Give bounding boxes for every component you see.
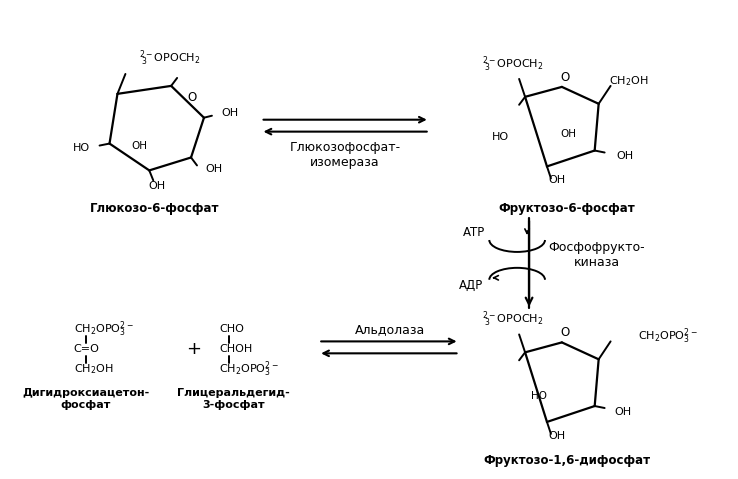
Text: Глицеральдегид-
3-фосфат: Глицеральдегид- 3-фосфат xyxy=(177,388,290,410)
Text: CHO: CHO xyxy=(219,324,244,334)
Text: OH: OH xyxy=(222,108,239,118)
Text: O: O xyxy=(560,326,570,340)
Text: Фруктозо-1,6-дифосфат: Фруктозо-1,6-дифосфат xyxy=(483,454,650,467)
Text: Глюкозофосфат-
изомераза: Глюкозофосфат- изомераза xyxy=(289,141,401,170)
Text: OH: OH xyxy=(148,182,166,191)
Text: CH$_2$OPO$_3^{2-}$: CH$_2$OPO$_3^{2-}$ xyxy=(638,327,698,346)
Text: +: + xyxy=(187,341,201,358)
Text: CH$_2$OH: CH$_2$OH xyxy=(74,362,114,376)
Text: OH: OH xyxy=(561,129,577,138)
Text: OH: OH xyxy=(548,175,565,185)
Text: OH: OH xyxy=(615,407,632,417)
Text: Дигидроксиацетон-
фосфат: Дигидроксиацетон- фосфат xyxy=(22,388,149,410)
Text: HO: HO xyxy=(531,391,547,401)
Text: CH$_2$OPO$_3^{2-}$: CH$_2$OPO$_3^{2-}$ xyxy=(219,359,279,379)
Text: $^{2-}_{\ 3}$OPOCH$_2$: $^{2-}_{\ 3}$OPOCH$_2$ xyxy=(483,54,544,74)
Text: CHOH: CHOH xyxy=(219,344,252,354)
Text: CH$_2$OH: CH$_2$OH xyxy=(609,74,648,88)
Text: Альдолаза: Альдолаза xyxy=(355,323,425,336)
Text: $^{2-}_{\ 3}$OPOCH$_2$: $^{2-}_{\ 3}$OPOCH$_2$ xyxy=(139,48,201,68)
Text: АДР: АДР xyxy=(459,279,483,292)
Text: O: O xyxy=(187,91,196,104)
Text: C=O: C=O xyxy=(74,344,100,354)
Text: OH: OH xyxy=(205,164,222,174)
Text: Фосфофрукто-
киназа: Фосфофрукто- киназа xyxy=(548,241,645,269)
Text: O: O xyxy=(560,71,570,84)
Text: OH: OH xyxy=(548,431,565,441)
Text: АТР: АТР xyxy=(463,226,486,239)
Text: HO: HO xyxy=(492,132,509,142)
Text: $^{2-}_{\ 3}$OPOCH$_2$: $^{2-}_{\ 3}$OPOCH$_2$ xyxy=(483,310,544,330)
Text: Фруктозо-6-фосфат: Фруктозо-6-фосфат xyxy=(498,202,635,215)
Text: Глюкозо-6-фосфат: Глюкозо-6-фосфат xyxy=(89,202,219,215)
Text: CH$_2$OPO$_3^{2-}$: CH$_2$OPO$_3^{2-}$ xyxy=(74,319,134,339)
Text: OH: OH xyxy=(131,140,148,150)
Text: HO: HO xyxy=(72,143,89,152)
Text: OH: OH xyxy=(616,151,634,161)
